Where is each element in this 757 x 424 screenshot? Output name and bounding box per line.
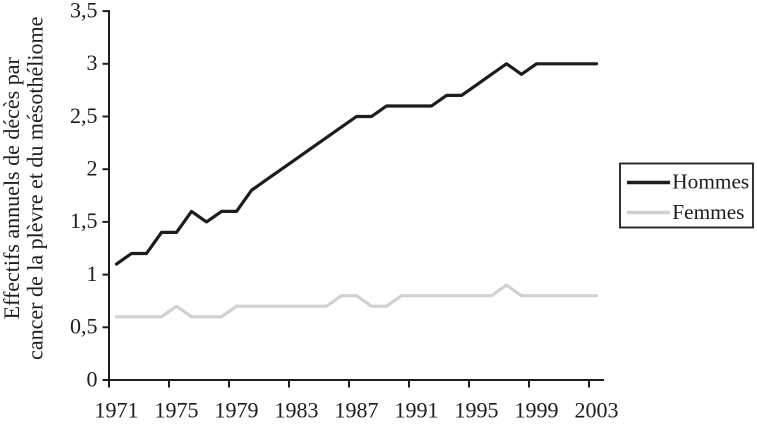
- svg-text:1987: 1987: [335, 398, 379, 423]
- svg-text:1983: 1983: [275, 398, 319, 423]
- svg-text:0,5: 0,5: [70, 314, 98, 339]
- svg-text:Femmes: Femmes: [672, 200, 744, 224]
- svg-text:1975: 1975: [155, 398, 199, 423]
- svg-text:1991: 1991: [395, 398, 439, 423]
- svg-text:2: 2: [87, 156, 98, 181]
- svg-text:Hommes: Hommes: [672, 170, 749, 194]
- svg-text:1971: 1971: [95, 398, 139, 423]
- svg-text:3,5: 3,5: [70, 0, 98, 22]
- svg-text:0: 0: [87, 366, 98, 391]
- svg-text:1999: 1999: [515, 398, 559, 423]
- svg-text:1: 1: [87, 261, 98, 286]
- svg-text:1,5: 1,5: [70, 208, 98, 233]
- svg-text:3: 3: [87, 50, 98, 75]
- svg-text:2003: 2003: [575, 398, 619, 423]
- svg-text:cancer de la plèvre et du méso: cancer de la plèvre et du mésothéliome: [23, 17, 48, 360]
- svg-text:1979: 1979: [215, 398, 259, 423]
- svg-text:Effectifs annuels de décès par: Effectifs annuels de décès par: [0, 57, 24, 320]
- svg-text:1995: 1995: [455, 398, 499, 423]
- svg-text:2,5: 2,5: [70, 103, 98, 128]
